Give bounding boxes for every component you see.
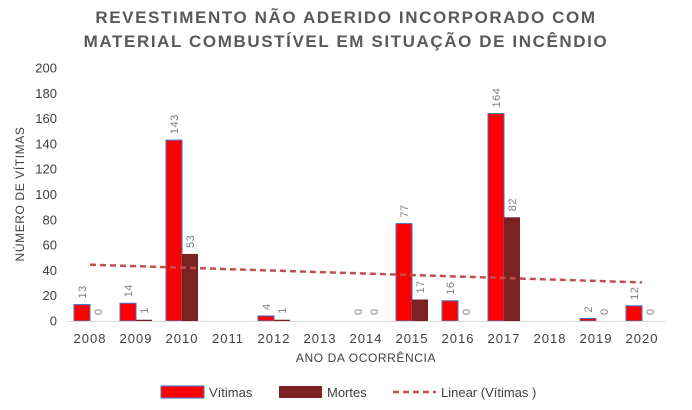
y-axis-ticks: 0 20 40 60 80 100 120 140 160 180 200 xyxy=(35,61,57,329)
chart-title-line-1: REVESTIMENTO NÃO ADERIDO INCORPORADO COM xyxy=(95,8,597,27)
data-label-vitimas: 12 xyxy=(629,287,641,300)
x-tick-label: 2015 xyxy=(396,331,429,346)
bar-mortes xyxy=(504,217,520,321)
bar-vitimas xyxy=(395,223,413,322)
y-tick-label: 40 xyxy=(43,263,57,278)
y-tick-label: 120 xyxy=(35,162,57,177)
data-label-vitimas: 0 xyxy=(353,308,365,315)
data-label-mortes: 0 xyxy=(461,308,473,315)
y-tick-label: 200 xyxy=(35,61,57,76)
data-label-mortes: 82 xyxy=(507,198,519,211)
x-tick-label: 2011 xyxy=(212,331,244,346)
bars xyxy=(73,113,643,322)
bar-vitimas xyxy=(579,317,597,322)
x-tick-label: 2017 xyxy=(488,331,521,346)
legend-label-vitimas: Vítimas xyxy=(209,385,253,400)
y-tick-label: 140 xyxy=(35,136,57,151)
data-label-vitimas: 2 xyxy=(583,306,595,313)
bar-mortes xyxy=(136,319,152,321)
data-label-mortes: 0 xyxy=(369,308,381,315)
data-label-mortes: 0 xyxy=(645,308,657,315)
x-tick-label: 2018 xyxy=(534,331,567,346)
legend: Vítimas Mortes Linear (Vítimas ) xyxy=(160,385,536,400)
chart-title-line-2: MATERIAL COMBUSTÍVEL EM SITUAÇÃO DE INCÊ… xyxy=(83,32,609,51)
bar-mortes xyxy=(274,319,290,321)
data-label-vitimas: 14 xyxy=(123,284,135,297)
y-tick-label: 160 xyxy=(35,111,57,126)
y-tick-label: 100 xyxy=(35,187,57,202)
x-tick-label: 2009 xyxy=(120,331,153,346)
legend-label-trendline: Linear (Vítimas ) xyxy=(441,385,536,400)
x-tick-label: 2019 xyxy=(580,331,613,346)
y-tick-label: 180 xyxy=(35,86,57,101)
x-axis-ticks: 2008 2009 2010 2011 2012 2013 2014 2015 2016 2017… xyxy=(74,331,659,346)
y-tick-label: 20 xyxy=(43,288,57,303)
data-label-vitimas: 4 xyxy=(261,303,273,310)
bar-vitimas xyxy=(257,315,275,322)
bar-mortes xyxy=(412,299,428,321)
y-axis-label: NÚMERO DE VÍTIMAS xyxy=(12,127,27,262)
data-label-mortes: 17 xyxy=(415,280,427,293)
data-label-mortes: 1 xyxy=(139,307,151,314)
legend-swatch-mortes xyxy=(279,386,322,398)
data-label-mortes: 0 xyxy=(93,308,105,315)
data-label-vitimas: 16 xyxy=(445,282,457,295)
x-tick-label: 2012 xyxy=(258,331,291,346)
x-tick-label: 2020 xyxy=(626,331,659,346)
x-axis-label: ANO DA OCORRÊNCIA xyxy=(296,350,436,365)
chart-title: REVESTIMENTO NÃO ADERIDO INCORPORADO COM… xyxy=(0,6,692,54)
legend-swatch-vitimas xyxy=(160,385,205,399)
data-label-mortes: 1 xyxy=(277,307,289,314)
bar-vitimas xyxy=(625,305,643,322)
data-label-vitimas: 164 xyxy=(491,88,503,108)
x-tick-label: 2010 xyxy=(166,331,199,346)
trendline xyxy=(89,263,643,284)
data-label-mortes: 0 xyxy=(599,308,611,315)
y-tick-label: 0 xyxy=(50,314,57,329)
bar-vitimas xyxy=(441,300,459,322)
data-label-vitimas: 143 xyxy=(169,114,181,134)
y-tick-label: 80 xyxy=(43,212,57,227)
legend-label-mortes: Mortes xyxy=(327,385,367,400)
bar-vitimas xyxy=(119,302,137,322)
x-tick-label: 2008 xyxy=(74,331,107,346)
data-label-mortes: 53 xyxy=(185,235,197,248)
bar-vitimas xyxy=(165,139,183,322)
x-tick-label: 2016 xyxy=(442,331,475,346)
bar-vitimas xyxy=(487,113,505,322)
x-tick-label: 2013 xyxy=(304,331,337,346)
bar-vitimas xyxy=(73,304,91,322)
y-tick-label: 60 xyxy=(43,238,57,253)
x-tick-label: 2014 xyxy=(350,331,383,346)
data-label-vitimas: 13 xyxy=(77,285,89,298)
bar-mortes xyxy=(182,253,198,321)
data-label-vitimas: 77 xyxy=(399,204,411,217)
